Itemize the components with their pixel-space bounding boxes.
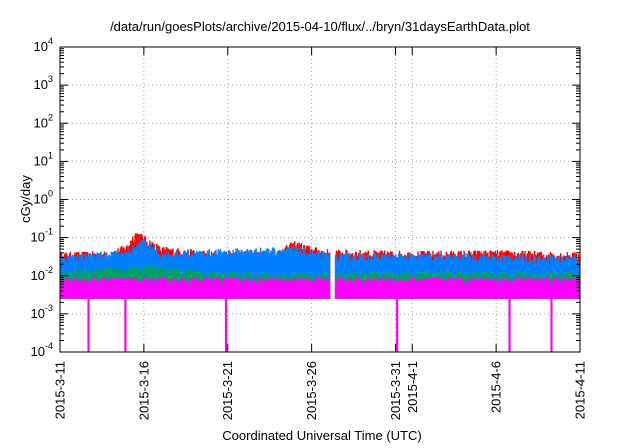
- y-axis-label: cGy/day: [18, 175, 33, 223]
- y-tick-label: 10-2: [31, 265, 53, 283]
- y-tick-label: 101: [34, 150, 53, 168]
- x-tick-label: 2015-3-11: [53, 361, 68, 419]
- x-axis-label: Coordinated Universal Time (UTC): [222, 428, 421, 443]
- chart-title: /data/run/goesPlots/archive/2015-04-10/f…: [110, 19, 530, 34]
- y-tick-label: 102: [34, 112, 53, 130]
- y-tick-label: 10-1: [31, 227, 53, 245]
- x-tick-label: 2015-3-21: [220, 361, 235, 420]
- x-tick-label: 2015-3-31: [388, 361, 403, 420]
- x-tick-label: 2015-4-6: [489, 361, 504, 413]
- x-tick-label: 2015-3-16: [136, 361, 151, 420]
- x-tick-label: 2015-4-11: [573, 361, 588, 419]
- series-3-line: [60, 276, 580, 299]
- y-tick-labels: 10-4 10-3 10-2 10-1 100 101 102 103 104: [31, 36, 53, 359]
- y-tick-label: 104: [34, 36, 53, 54]
- y-tick-label: 10-3: [31, 303, 53, 321]
- series-magenta-dropouts: [87, 298, 553, 352]
- series-group: [60, 232, 580, 352]
- y-tick-label: 100: [34, 189, 53, 207]
- x-tick-labels: 2015-3-11 2015-3-16 2015-3-21 2015-3-26 2015…: [53, 361, 588, 420]
- x-tick-label: 2015-4-1: [405, 361, 420, 413]
- y-tick-label: 103: [34, 74, 53, 92]
- y-tick-label: 10-4: [31, 341, 53, 359]
- tick-marks: [59, 46, 581, 353]
- x-tick-label: 2015-3-26: [304, 361, 319, 420]
